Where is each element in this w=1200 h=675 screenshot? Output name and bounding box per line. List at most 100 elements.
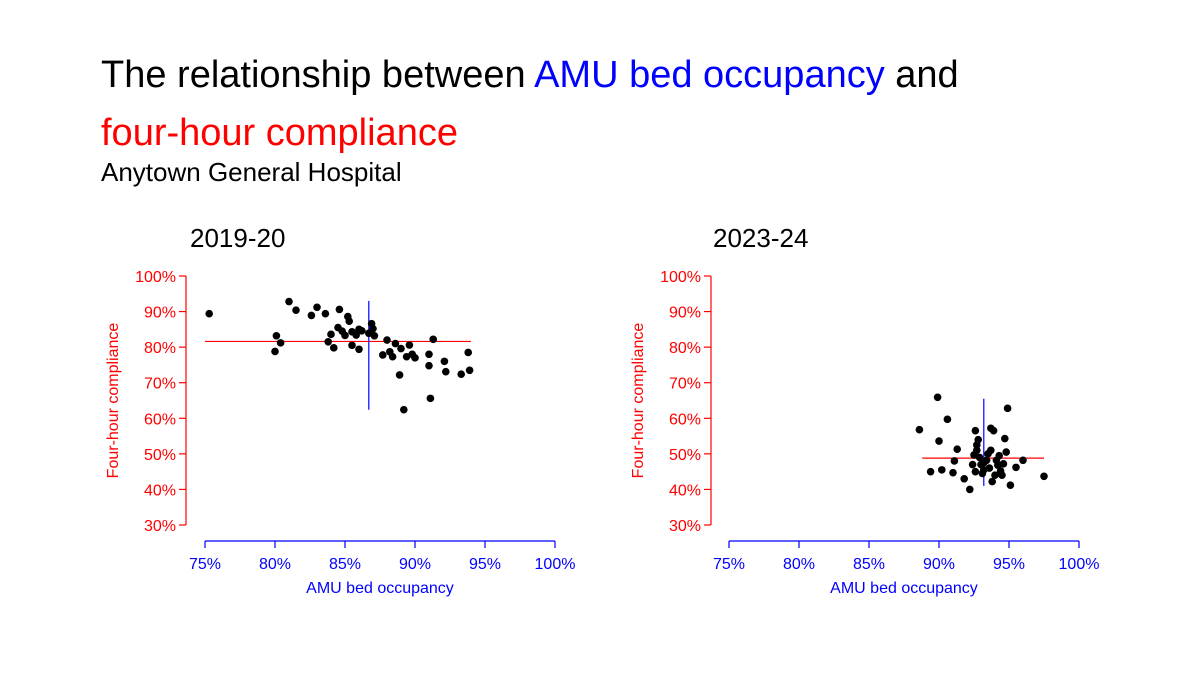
y-tick-label: 60%	[669, 411, 701, 428]
data-point	[975, 453, 984, 462]
data-point	[953, 445, 961, 454]
data-point	[1002, 448, 1010, 456]
data-point	[999, 460, 1008, 468]
data-point	[271, 347, 279, 356]
data-point	[933, 393, 942, 402]
data-point	[971, 426, 980, 435]
data-point	[411, 354, 419, 362]
x-tick-label: 80%	[259, 556, 291, 573]
data-point	[345, 317, 354, 325]
data-point	[464, 348, 473, 357]
data-point	[1003, 404, 1012, 413]
title-part-3: and	[884, 54, 959, 96]
data-point	[391, 339, 400, 348]
x-tick-label: 90%	[399, 556, 431, 573]
data-point	[973, 446, 981, 455]
data-point	[397, 344, 405, 353]
title-part-1: The relationship between	[101, 54, 535, 96]
data-point	[313, 303, 321, 312]
x-tick-label: 95%	[469, 556, 501, 573]
data-point	[276, 339, 285, 347]
page-subtitle: Anytown General Hospital	[101, 157, 402, 187]
x-axis-label: AMU bed occupancy	[830, 580, 978, 597]
data-point	[926, 467, 935, 476]
y-tick-label: 80%	[669, 340, 701, 357]
data-point	[1040, 472, 1048, 481]
data-point	[383, 336, 391, 344]
data-point	[457, 370, 466, 378]
data-point	[995, 451, 1003, 460]
data-point	[985, 464, 994, 472]
y-tick-label: 90%	[669, 305, 701, 322]
y-tick-label: 100%	[660, 269, 701, 286]
data-point	[327, 330, 335, 339]
data-point	[968, 460, 977, 469]
y-tick-label: 70%	[669, 376, 701, 393]
data-point	[335, 305, 344, 314]
x-tick-label: 80%	[783, 556, 815, 573]
x-tick-label: 85%	[853, 556, 885, 573]
data-point	[379, 351, 387, 359]
data-point	[426, 394, 435, 403]
data-point	[341, 331, 349, 340]
data-point	[1001, 434, 1009, 443]
y-tick-label: 40%	[669, 482, 701, 499]
y-tick-label: 90%	[144, 305, 176, 322]
data-point	[285, 297, 293, 306]
x-tick-label: 75%	[713, 556, 745, 573]
y-tick-label: 30%	[144, 518, 176, 535]
y-axis-label: Four-hour compliance	[630, 323, 647, 479]
y-tick-label: 40%	[144, 482, 176, 499]
data-point	[950, 457, 959, 465]
y-tick-label: 80%	[144, 340, 176, 357]
panel-title-2019-20: 2019-20	[190, 223, 286, 253]
y-tick-label: 50%	[144, 447, 176, 464]
data-point	[1006, 481, 1015, 489]
data-point	[465, 366, 474, 375]
x-tick-label: 95%	[993, 556, 1025, 573]
x-tick-label: 85%	[329, 556, 361, 573]
y-axis-label: Four-hour compliance	[105, 323, 122, 479]
data-point	[971, 467, 980, 476]
data-point	[440, 357, 449, 366]
data-point	[324, 338, 333, 346]
data-point	[395, 371, 404, 379]
data-point	[935, 437, 943, 445]
data-point	[966, 485, 974, 494]
data-point	[429, 335, 438, 344]
panel-title-2023-24: 2023-24	[713, 223, 809, 253]
data-point	[1019, 456, 1027, 465]
x-tick-label: 75%	[189, 556, 221, 573]
data-point	[938, 466, 946, 474]
data-point	[987, 446, 995, 455]
title-part-compliance: four-hour compliance	[101, 112, 458, 154]
x-tick-label: 100%	[535, 556, 576, 573]
data-point	[991, 471, 999, 480]
data-point	[998, 471, 1006, 480]
data-point	[915, 425, 924, 434]
data-point	[405, 341, 414, 349]
data-point	[989, 426, 998, 435]
data-point	[358, 326, 366, 335]
title-part-amu: AMU bed occupancy	[534, 54, 885, 96]
data-point	[292, 306, 300, 314]
data-point	[982, 456, 991, 465]
data-point	[974, 435, 982, 444]
x-tick-label: 100%	[1059, 556, 1100, 573]
data-point	[352, 331, 361, 339]
data-point	[321, 309, 330, 318]
data-point	[272, 331, 281, 340]
data-point	[988, 477, 996, 486]
data-point	[1012, 463, 1020, 472]
data-point	[355, 345, 363, 354]
data-point	[400, 405, 408, 414]
data-point	[442, 367, 450, 376]
data-point	[425, 350, 433, 359]
x-axis-label: AMU bed occupancy	[306, 580, 454, 597]
data-point	[307, 311, 316, 320]
data-point	[425, 361, 433, 370]
data-point	[388, 352, 397, 361]
data-point	[205, 309, 213, 318]
